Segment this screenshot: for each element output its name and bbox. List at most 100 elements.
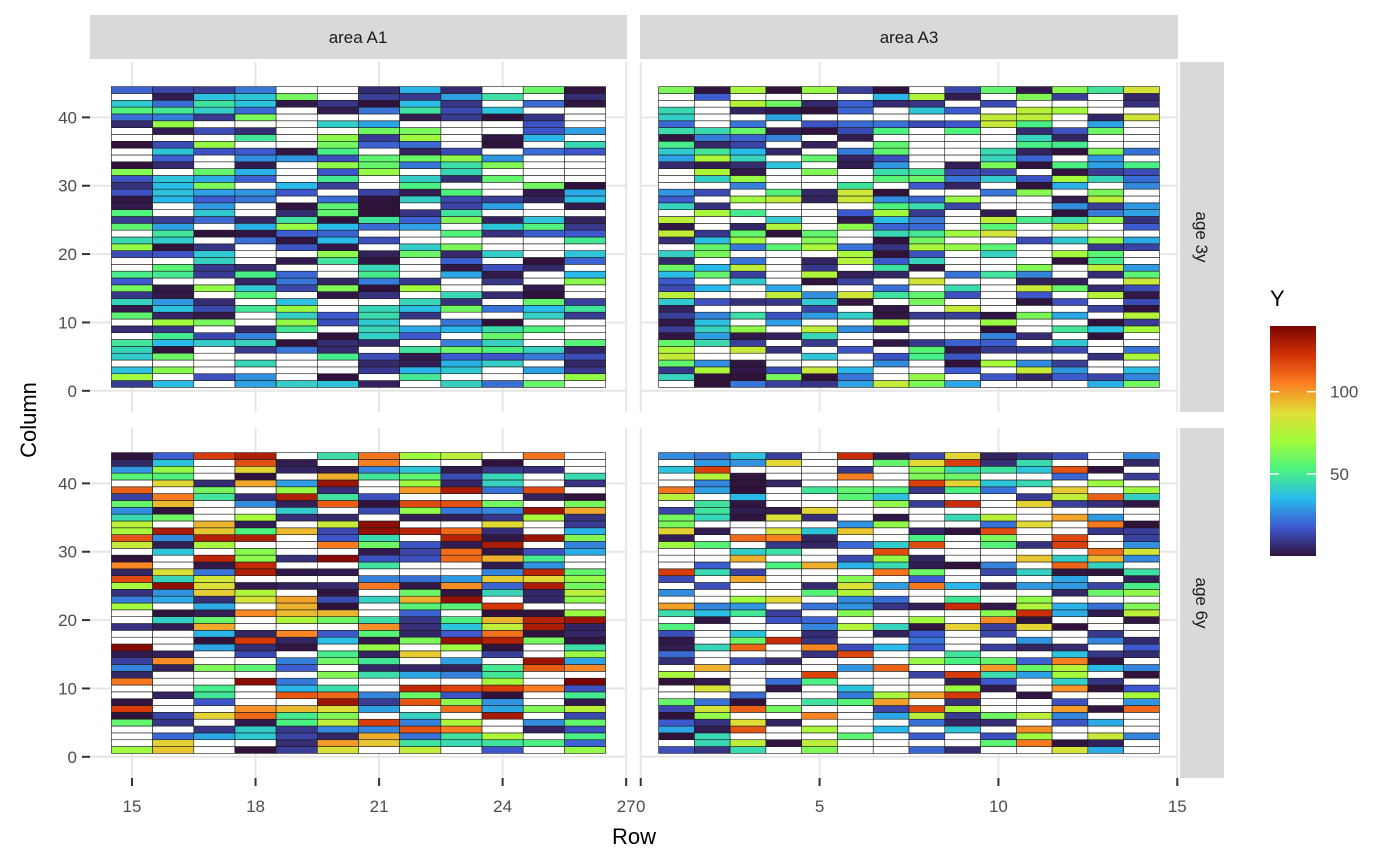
heatmap-cell [872,664,910,672]
heatmap-cell [694,602,731,611]
heatmap-cell [694,182,731,190]
heatmap-cell [729,602,767,611]
heatmap-cell [1123,106,1160,115]
heatmap-cell [1051,154,1089,163]
heatmap-cell [801,359,838,368]
heatmap-cell [317,725,359,734]
heatmap-cell [440,595,483,604]
heatmap-cell [908,106,946,115]
heatmap-cell [980,264,1017,272]
heatmap-cell [872,616,910,624]
heatmap-cell [801,257,838,265]
heatmap-cell [522,168,565,176]
heatmap-cell [1123,691,1160,700]
heatmap-cell [694,623,731,631]
heatmap-cell [522,175,565,183]
heatmap-cell [1016,305,1053,313]
heatmap-cell [694,113,731,122]
heatmap-cell [694,671,731,679]
heatmap-cell [1016,664,1053,672]
heatmap-cell [801,106,838,115]
heatmap-cell [1051,548,1089,556]
heatmap-cell [729,147,767,156]
heatmap-cell [193,513,236,522]
heatmap-cell [765,134,802,142]
heatmap-cell [1123,113,1160,122]
heatmap-cell [729,506,767,515]
heatmap-cell [729,513,767,522]
heatmap-cell [1087,500,1124,508]
heatmap-cell [399,373,442,381]
heatmap-cell [522,352,565,361]
heatmap-cell [765,541,802,549]
heatmap-cell [440,561,483,570]
heatmap-cell [564,493,606,501]
heatmap-cell [193,705,236,713]
heatmap-cell [399,472,442,481]
heatmap-cell [358,575,400,583]
heatmap-cell [801,305,838,313]
heatmap-cell [908,332,946,340]
heatmap-cell [729,209,767,217]
heatmap-cell [837,705,874,713]
heatmap-cell [944,705,981,713]
heatmap-cell [317,472,359,481]
heatmap-cell [944,561,981,570]
heatmap-cell [317,520,359,529]
heatmap-cell [801,147,838,156]
heatmap-cell [1051,298,1089,306]
heatmap-cell [658,534,695,542]
heatmap-cell [193,257,236,265]
heatmap-cell [1123,671,1160,679]
heatmap-cell [872,161,910,169]
heatmap-cell [564,270,606,279]
heatmap-cell [1051,270,1089,279]
heatmap-cell [1087,698,1124,706]
heatmap-cell [275,623,318,631]
heatmap-cell [234,479,277,488]
heatmap-cell [564,243,606,251]
heatmap-cell [193,182,236,190]
heatmap-cell [1051,120,1089,128]
heatmap-cell [564,195,606,204]
heatmap-cell [1016,739,1053,747]
heatmap-cell [1051,705,1089,713]
heatmap-cell [908,705,946,713]
heatmap-cell [1051,671,1089,679]
heatmap-cell [111,671,153,679]
heatmap-cell [837,725,874,734]
heatmap-cell [152,589,195,597]
heatmap-cell [980,616,1017,624]
heatmap-cell [317,609,359,617]
heatmap-cell [275,298,318,306]
heatmap-cell [980,339,1017,347]
heatmap-cell [193,339,236,347]
heatmap-cell [980,298,1017,306]
heatmap-cell [152,630,195,638]
heatmap-cell [729,311,767,320]
heatmap-cell [275,582,318,590]
heatmap-cell [801,513,838,522]
heatmap-cell [729,684,767,693]
heatmap-cell [1051,479,1089,488]
heatmap-cell [234,616,277,624]
heatmap-cell [440,732,483,741]
heatmap-cell [694,291,731,299]
heatmap-cell [980,175,1017,183]
heatmap-cell [872,541,910,549]
heatmap-cell [358,465,400,474]
heatmap-cell [440,739,483,747]
heatmap-cell [1123,161,1160,169]
heatmap-cell [944,223,981,231]
heatmap-cell [729,705,767,713]
heatmap-cell [399,527,442,535]
heatmap-cell [234,311,277,320]
heatmap-cell [481,623,524,631]
heatmap-cell [801,229,838,238]
heatmap-cell [872,506,910,515]
heatmap-cell [564,229,606,238]
heatmap-cell [275,568,318,576]
heatmap-cell [729,223,767,231]
heatmap-cell [152,520,195,529]
heatmap-cell [980,677,1017,686]
